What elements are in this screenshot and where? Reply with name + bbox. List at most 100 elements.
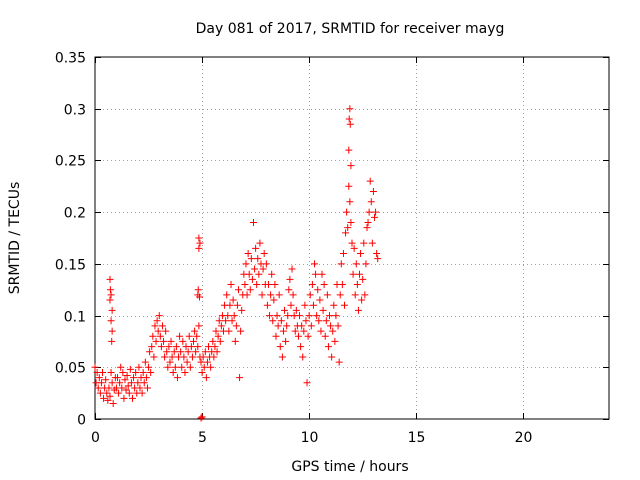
axis-ticks <box>95 57 609 420</box>
data-point <box>251 265 259 273</box>
data-point <box>94 384 102 392</box>
data-point <box>370 213 378 221</box>
data-point <box>106 296 114 304</box>
data-point <box>160 337 168 345</box>
x-tick-label: 0 <box>91 430 100 446</box>
data-point <box>156 332 164 340</box>
data-point <box>195 244 203 252</box>
data-point <box>255 270 263 278</box>
data-point <box>149 332 157 340</box>
data-point <box>349 270 357 278</box>
data-point <box>168 353 176 361</box>
data-point <box>328 353 336 361</box>
data-point <box>147 368 155 376</box>
data-point <box>283 322 291 330</box>
y-tick-label: 0.05 <box>55 361 86 377</box>
data-point <box>269 317 277 325</box>
data-point <box>125 389 133 397</box>
data-point <box>312 270 320 278</box>
data-point <box>365 208 373 216</box>
data-point <box>146 348 154 356</box>
data-point <box>296 312 304 320</box>
data-point <box>166 358 174 366</box>
data-point <box>358 296 366 304</box>
data-point <box>254 255 262 263</box>
data-point <box>135 363 143 371</box>
data-point <box>238 306 246 314</box>
data-point <box>303 379 311 387</box>
y-tick-label: 0 <box>77 413 86 429</box>
data-point <box>373 250 381 258</box>
data-point <box>136 384 144 392</box>
data-point <box>143 384 151 392</box>
data-point <box>288 265 296 273</box>
data-point <box>278 353 286 361</box>
data-point <box>214 332 222 340</box>
data-point <box>107 368 115 376</box>
data-point <box>105 384 113 392</box>
data-point <box>223 291 231 299</box>
data-point <box>272 332 280 340</box>
data-point <box>231 337 239 345</box>
data-point <box>173 374 181 382</box>
data-point <box>304 332 312 340</box>
data-point <box>195 234 203 242</box>
x-tick-label: 20 <box>515 430 533 446</box>
data-point <box>162 327 170 335</box>
data-point <box>337 260 345 268</box>
data-point <box>115 389 123 397</box>
data-point <box>116 379 124 387</box>
data-point <box>276 343 284 351</box>
data-point <box>322 317 330 325</box>
data-point <box>212 327 220 335</box>
data-point <box>226 301 234 309</box>
data-point <box>331 337 339 345</box>
data-point <box>236 374 244 382</box>
data-point <box>323 291 331 299</box>
data-point <box>364 218 372 226</box>
x-tick-label: 5 <box>198 430 207 446</box>
data-point <box>348 239 356 247</box>
data-point <box>200 363 208 371</box>
data-point <box>120 394 128 402</box>
data-point <box>191 327 199 335</box>
data-point <box>132 368 140 376</box>
data-point <box>211 343 219 351</box>
data-point <box>367 198 375 206</box>
data-point <box>155 312 163 320</box>
y-tick-label: 0.1 <box>64 310 86 326</box>
data-point <box>142 374 150 382</box>
data-point <box>233 301 241 309</box>
data-point <box>217 322 225 330</box>
data-point <box>106 392 114 400</box>
y-tick-label: 0.35 <box>55 51 86 67</box>
data-point <box>216 337 224 345</box>
data-point <box>190 337 198 345</box>
data-point <box>106 275 114 283</box>
data-point <box>195 322 203 330</box>
data-point <box>127 379 135 387</box>
data-point <box>97 379 105 387</box>
data-point <box>246 286 254 294</box>
data-point <box>287 301 295 309</box>
data-point <box>98 368 106 376</box>
data-point <box>347 218 355 226</box>
data-point <box>319 306 327 314</box>
data-point <box>248 275 256 283</box>
data-point <box>177 348 185 356</box>
data-point <box>352 260 360 268</box>
data-point <box>360 239 368 247</box>
data-point <box>320 281 328 289</box>
data-point <box>188 353 196 361</box>
data-point <box>299 353 307 361</box>
data-point <box>242 260 250 268</box>
data-point <box>172 343 180 351</box>
data-point <box>313 312 321 320</box>
y-tick-label: 0.15 <box>55 258 86 274</box>
data-point <box>193 332 201 340</box>
data-point <box>128 394 136 402</box>
data-point <box>179 337 187 345</box>
data-point <box>285 286 293 294</box>
data-point <box>271 281 279 289</box>
x-tick-label: 15 <box>408 430 426 446</box>
